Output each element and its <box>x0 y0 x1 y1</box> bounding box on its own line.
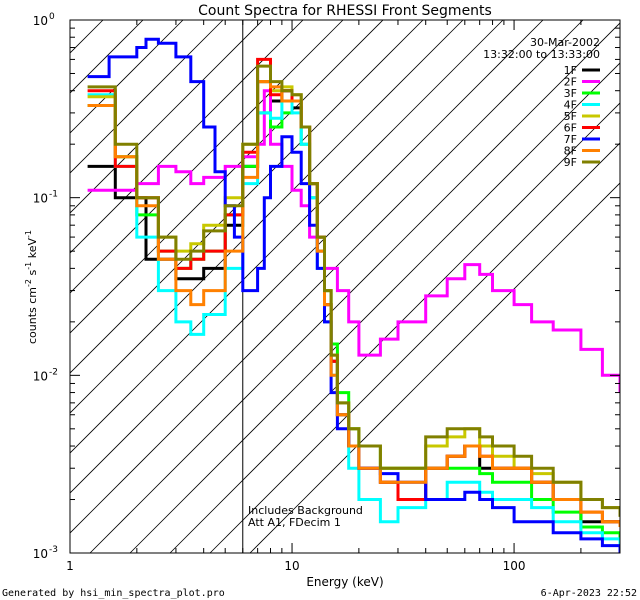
footer-timestamp: 6-Apr-2023 22:52 <box>541 588 637 599</box>
axis-ticks <box>69 19 621 554</box>
observation-time-range: 13:32:00 to 13:33:00 <box>483 48 600 61</box>
chart-title: Count Spectra for RHESSI Front Segments <box>198 3 492 19</box>
observation-date: 30-Mar-2002 <box>530 36 600 49</box>
annotation-attenuator: Att A1, FDecim 1 <box>248 516 341 529</box>
legend-label-5f: 5F <box>564 110 577 123</box>
y-tick-label: 10 <box>33 192 48 206</box>
legend-label-6f: 6F <box>564 122 577 135</box>
y-tick-exponent: -1 <box>49 190 58 200</box>
y-tick-label: 10 <box>33 369 48 383</box>
legend-label-9f: 9F <box>564 156 577 169</box>
y-tick-exponent: -2 <box>49 367 58 377</box>
y-tick-label: 10 <box>33 547 48 561</box>
hatch-line <box>70 20 504 454</box>
hatch-line <box>70 20 464 414</box>
hatch-line <box>70 20 584 534</box>
hatch-line <box>70 20 224 174</box>
legend-label-1f: 1F <box>564 64 577 77</box>
hatch-line <box>70 20 184 134</box>
x-axis-label: Energy (keV) <box>306 575 383 589</box>
hatch-line <box>70 20 344 294</box>
x-tick-label: 10 <box>284 559 299 573</box>
series-8f-line <box>87 80 620 527</box>
legend-label-8f: 8F <box>564 145 577 158</box>
hatch-line <box>70 20 264 214</box>
series-layer <box>87 37 620 553</box>
y-axis-label: counts cm-2 s-1 keV-1 <box>24 230 39 344</box>
y-tick-exponent: 0 <box>49 12 55 22</box>
legend-label-3f: 3F <box>564 87 577 100</box>
footer-generated-by: Generated by hsi_min_spectra_plot.pro <box>2 588 225 599</box>
hatch-line <box>70 20 304 254</box>
y-tick-label: 10 <box>33 14 48 28</box>
y-tick-exponent: -3 <box>49 545 58 555</box>
x-tick-label: 1 <box>66 559 74 573</box>
legend-label-2f: 2F <box>564 76 577 89</box>
annotation-background: Includes Background <box>248 504 363 517</box>
hatch-line <box>249 182 620 553</box>
hatch-line <box>129 62 620 553</box>
hatch-line <box>209 142 620 553</box>
legend-label-4f: 4F <box>564 99 577 112</box>
plot-frame <box>69 19 621 554</box>
hatch-line <box>70 20 424 374</box>
series-7f-line <box>87 37 620 553</box>
hatch-line <box>89 22 620 553</box>
series-9f-line <box>87 64 620 517</box>
x-tick-labels: 1 10 100 <box>66 559 525 573</box>
x-tick-label: 100 <box>503 559 526 573</box>
hatch-line <box>70 20 544 494</box>
legend-label-7f: 7F <box>564 133 577 146</box>
hatch-line <box>169 102 620 553</box>
